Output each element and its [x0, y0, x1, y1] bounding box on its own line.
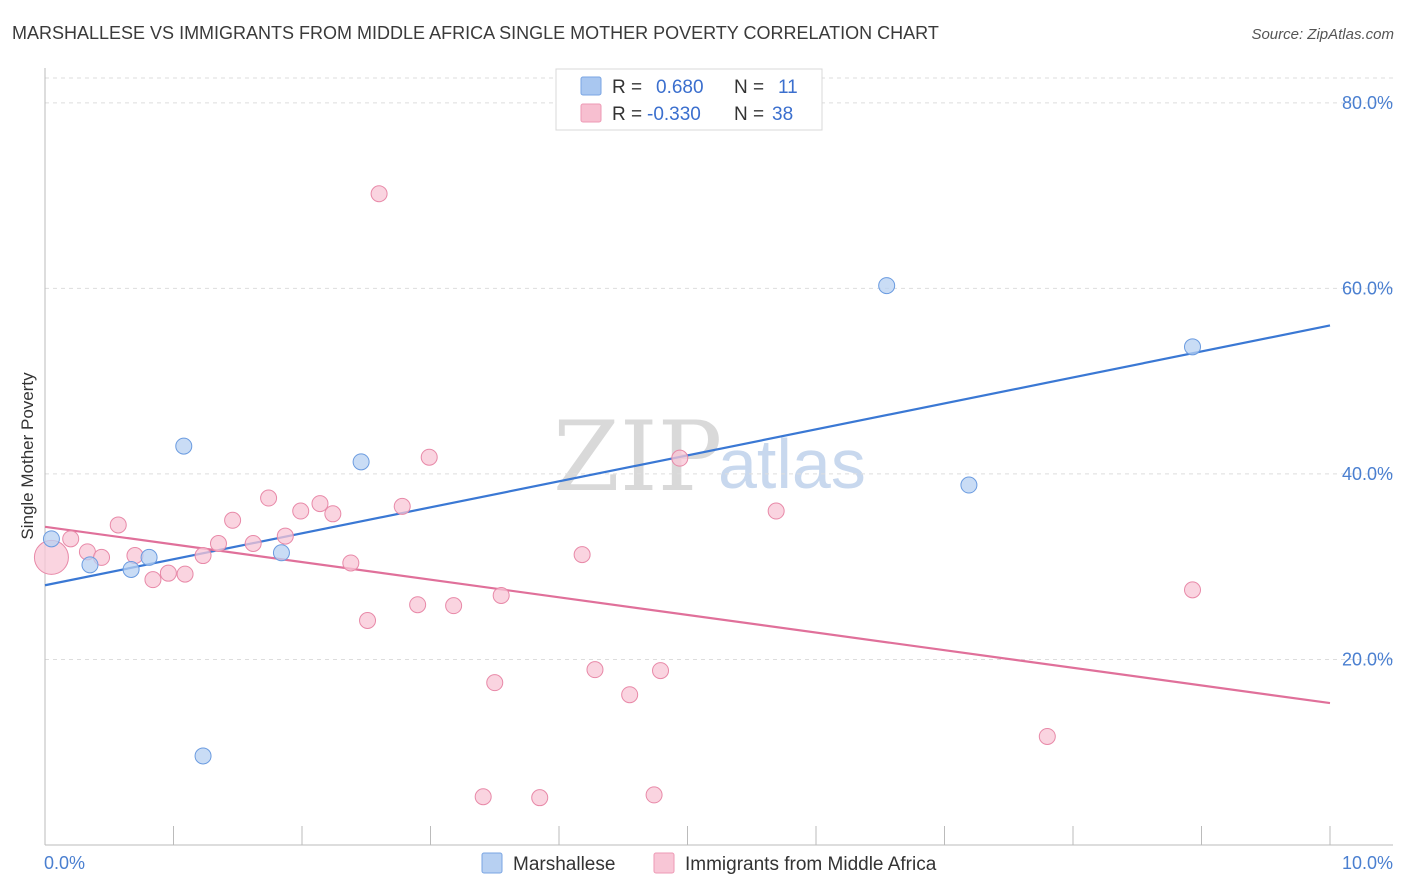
data-points: [33, 185, 1202, 807]
legend-swatch-middle-africa: [580, 103, 602, 123]
point-middle-africa: [1038, 727, 1056, 745]
point-middle-africa: [144, 571, 162, 589]
gridlines: [45, 77, 1393, 660]
point-middle-africa: [324, 505, 342, 523]
legend-bottom: Marshallese Immigrants from Middle Afric…: [481, 852, 937, 875]
point-middle-africa: [109, 516, 127, 534]
point-middle-africa: [420, 448, 438, 466]
point-marshallese: [960, 476, 978, 494]
y-tick-label: 40.0%: [1342, 464, 1393, 484]
legend-r-value-1: 0.680: [656, 77, 704, 98]
point-middle-africa: [492, 586, 510, 604]
legend-r-label-2: R =: [612, 104, 642, 125]
legend-n-label-1: N =: [734, 77, 764, 98]
point-middle-africa: [292, 502, 310, 520]
source-label: Source: ZipAtlas.com: [1251, 26, 1394, 43]
point-middle-africa: [445, 597, 463, 615]
y-tick-labels: 20.0% 40.0% 60.0% 80.0%: [1342, 93, 1393, 670]
point-middle-africa: [652, 662, 670, 680]
point-marshallese: [878, 277, 896, 295]
point-marshallese: [1184, 338, 1202, 356]
point-middle-africa: [276, 527, 294, 545]
y-tick-label: 20.0%: [1342, 649, 1393, 669]
point-middle-africa: [409, 596, 427, 614]
point-marshallese: [175, 437, 193, 455]
point-middle-africa: [531, 789, 549, 807]
point-marshallese: [272, 544, 290, 562]
point-marshallese: [122, 560, 140, 578]
y-axis-label: Single Mother Poverty: [18, 372, 37, 540]
point-middle-africa: [62, 530, 80, 548]
x-tick-label: 0.0%: [44, 853, 85, 873]
point-middle-africa: [393, 497, 411, 515]
point-middle-africa: [359, 611, 377, 629]
point-middle-africa: [573, 546, 591, 564]
point-middle-africa: [486, 674, 504, 692]
point-marshallese: [81, 556, 99, 574]
point-middle-africa: [311, 495, 329, 513]
watermark-zip: ZIP: [553, 401, 722, 513]
point-middle-africa: [474, 788, 492, 806]
axes: [44, 68, 1393, 846]
x-tick-labels: 0.0% 10.0%: [44, 853, 1393, 873]
point-middle-africa: [586, 661, 604, 679]
legend-n-value-1: 11: [778, 77, 798, 98]
legend-swatch-marshallese: [580, 76, 602, 96]
point-middle-africa: [194, 547, 212, 565]
x-tick-label: 10.0%: [1342, 853, 1393, 873]
point-middle-africa: [671, 449, 689, 467]
legend-r-value-2: -0.330: [647, 104, 701, 125]
y-tick-label: 80.0%: [1342, 93, 1393, 113]
y-tick-label: 60.0%: [1342, 278, 1393, 298]
point-middle-africa: [1184, 581, 1202, 599]
point-marshallese: [140, 548, 158, 566]
point-middle-africa: [767, 502, 785, 520]
point-middle-africa: [224, 511, 242, 529]
legend-bottom-label-middle-africa: Immigrants from Middle Africa: [685, 854, 937, 875]
point-middle-africa: [342, 554, 360, 572]
chart-title: MARSHALLESE VS IMMIGRANTS FROM MIDDLE AF…: [12, 23, 939, 43]
point-middle-africa: [176, 565, 194, 583]
legend-bottom-swatch-marshallese: [481, 852, 503, 874]
point-marshallese: [42, 530, 60, 548]
legend-bottom-swatch-middle-africa: [653, 852, 675, 874]
point-middle-africa: [260, 489, 278, 507]
point-middle-africa: [645, 786, 663, 804]
point-marshallese: [352, 453, 370, 471]
point-middle-africa: [621, 686, 639, 704]
point-middle-africa: [244, 534, 262, 552]
watermark-atlas: atlas: [718, 425, 866, 503]
trend-line-middle-africa: [44, 525, 1331, 705]
point-middle-africa: [370, 185, 388, 203]
legend-top: R = 0.680 N = 11 R = -0.330 N = 38: [555, 68, 823, 131]
legend-bottom-label-marshallese: Marshallese: [513, 854, 615, 875]
legend-r-label-1: R =: [612, 77, 642, 98]
point-middle-africa: [159, 564, 177, 582]
point-middle-africa: [209, 534, 227, 552]
legend-n-value-2: 38: [772, 104, 793, 125]
point-marshallese: [194, 747, 212, 765]
legend-n-label-2: N =: [734, 104, 764, 125]
